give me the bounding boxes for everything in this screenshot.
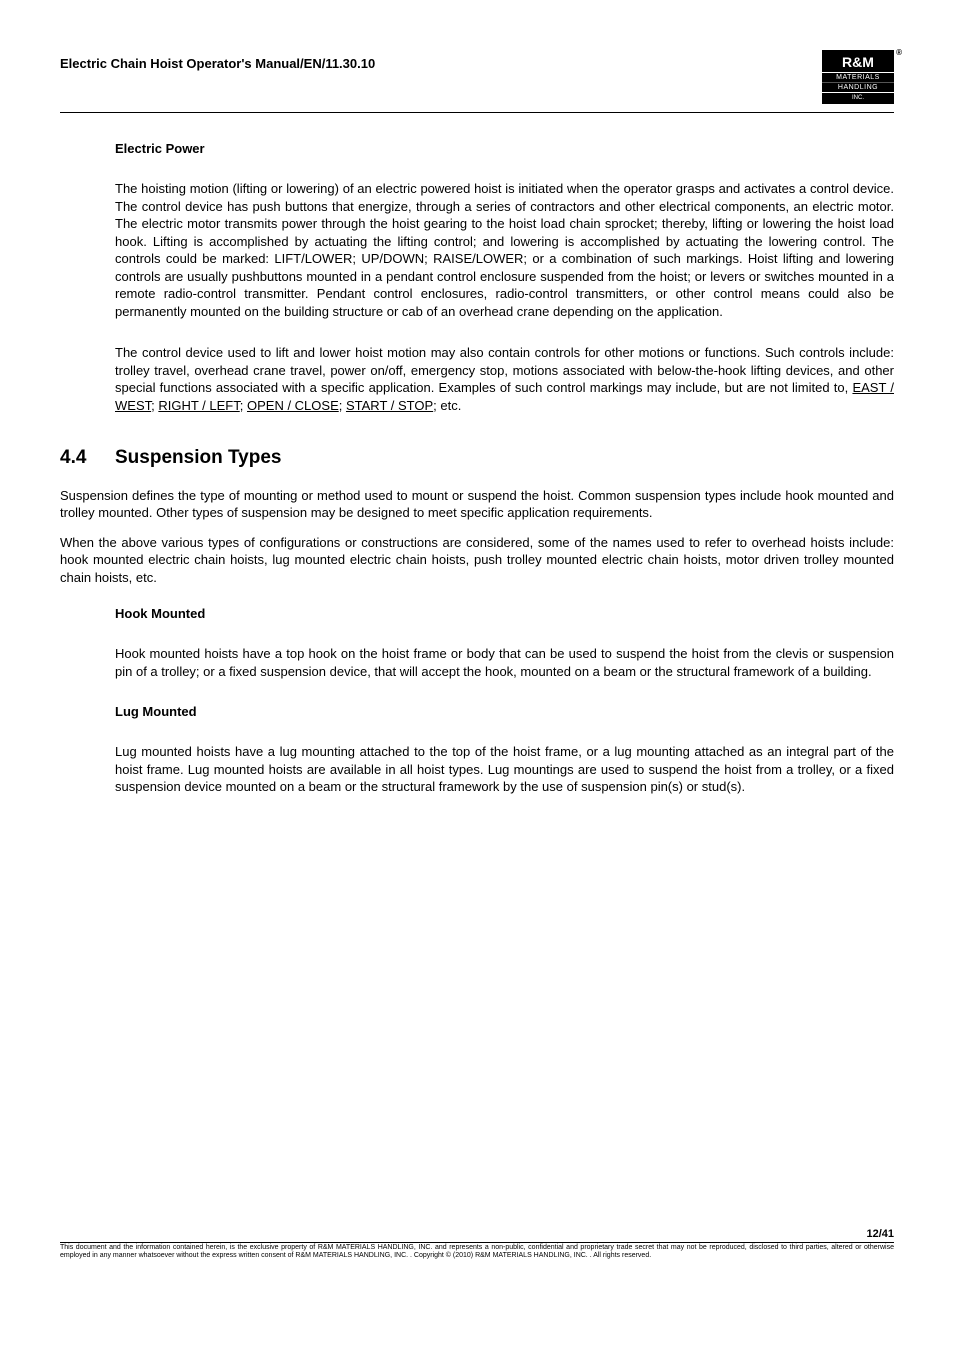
hook-mounted-section: Hook Mounted Hook mounted hoists have a … [115, 606, 894, 680]
section-title: Suspension Types [115, 447, 281, 469]
ep2-text-pre: The control device used to lift and lowe… [115, 345, 894, 395]
section-4-4-heading: 4.4 Suspension Types [60, 447, 894, 469]
hook-mounted-paragraph: Hook mounted hoists have a top hook on t… [115, 645, 894, 680]
brand-logo: R&M ® MATERIALS HANDLING INC. [822, 50, 894, 104]
document-title: Electric Chain Hoist Operator's Manual/E… [60, 50, 375, 71]
electric-power-paragraph-1: The hoisting motion (lifting or lowering… [115, 180, 894, 320]
suspension-intro-2: When the above various types of configur… [60, 534, 894, 587]
marking-open-close: OPEN / CLOSE [247, 398, 339, 413]
electric-power-paragraph-2: The control device used to lift and lowe… [115, 344, 894, 414]
page-footer: 12/41 This document and the information … [60, 1228, 894, 1260]
logo-line-inc: INC. [822, 92, 894, 104]
marking-start-stop: START / STOP [346, 398, 433, 413]
page-number: 12/41 [60, 1228, 894, 1240]
section-number: 4.4 [60, 447, 115, 469]
document-page: Electric Chain Hoist Operator's Manual/E… [0, 0, 954, 1280]
footer-disclaimer: This document and the information contai… [60, 1244, 894, 1260]
ep2-sep2: ; [240, 398, 247, 413]
logo-brand: R&M [842, 54, 874, 70]
page-header: Electric Chain Hoist Operator's Manual/E… [60, 50, 894, 104]
logo-brand-text: R&M ® [822, 50, 894, 72]
lug-mounted-paragraph: Lug mounted hoists have a lug mounting a… [115, 743, 894, 796]
lug-mounted-heading: Lug Mounted [115, 704, 894, 719]
ep2-text-post: ; etc. [433, 398, 461, 413]
electric-power-heading: Electric Power [115, 141, 894, 156]
registered-mark-icon: ® [896, 48, 902, 57]
lug-mounted-section: Lug Mounted Lug mounted hoists have a lu… [115, 704, 894, 796]
logo-line-materials: MATERIALS [822, 72, 894, 82]
electric-power-section: Electric Power The hoisting motion (lift… [115, 141, 894, 415]
ep2-sep3: ; [339, 398, 346, 413]
logo-line-handling: HANDLING [822, 82, 894, 92]
marking-right-left: RIGHT / LEFT [158, 398, 239, 413]
header-divider [60, 112, 894, 113]
suspension-intro-1: Suspension defines the type of mounting … [60, 487, 894, 522]
hook-mounted-heading: Hook Mounted [115, 606, 894, 621]
footer-divider [60, 1242, 894, 1243]
